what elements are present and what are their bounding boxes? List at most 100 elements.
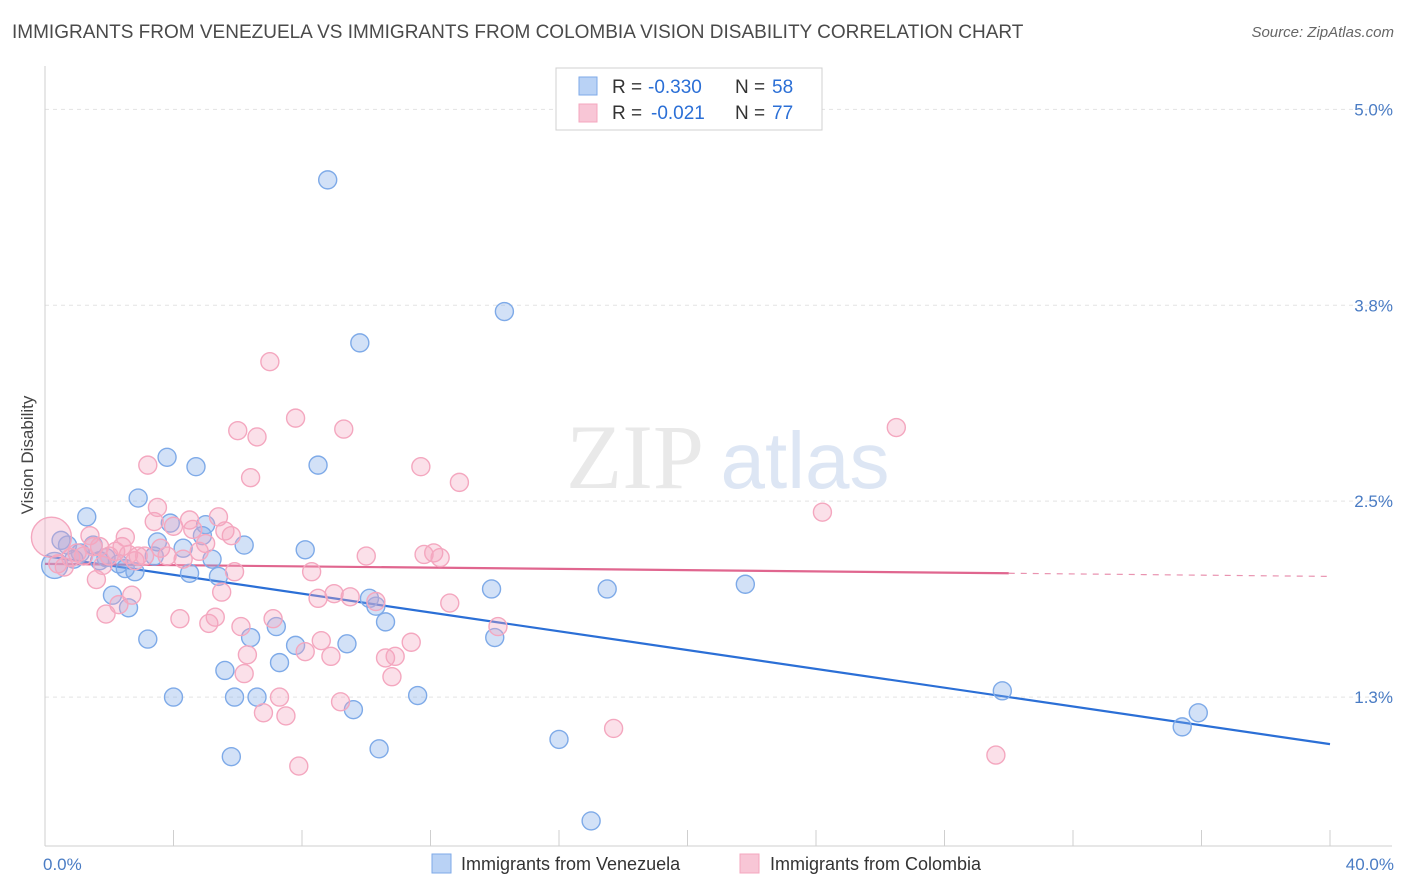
point-colombia-56 [308,588,328,609]
point-venezuela-48 [481,579,502,599]
point-venezuela-39 [318,170,338,190]
point-colombia-69 [411,457,431,477]
point-colombia-55 [301,562,322,582]
point-venezuela-22 [179,563,200,583]
point-colombia-26 [157,546,177,566]
point-colombia-10 [93,555,113,576]
bottom-legend-swatch-colombia [739,853,760,874]
point-colombia-76 [603,718,624,739]
point-colombia-54 [295,641,315,662]
point-colombia-70 [414,544,434,565]
tick-labels: 5.0% 3.8% 2.5% 1.3% 0.0% 40.0% [43,100,1394,874]
legend-n-label-colombia: N = [735,103,765,124]
svg-text:ZIP: ZIP [566,406,704,508]
point-colombia-67 [385,646,405,667]
point-colombia-41 [228,420,248,441]
legend-r-label-colombia: R = [612,103,642,124]
point-colombia-66 [382,667,402,687]
y-tick-label-0: 5.0% [1354,100,1393,119]
point-venezuela-9 [102,585,123,605]
point-venezuela-38 [308,455,328,475]
point-colombia-62 [340,587,360,607]
legend-r-label-venezuela: R = [612,77,642,98]
point-colombia-44 [237,645,258,665]
legend-swatch-colombia [578,103,598,123]
point-venezuela-13 [125,562,145,582]
point-venezuela-45 [369,739,389,759]
point-venezuela-35 [269,652,290,673]
point-venezuela-27 [208,566,229,587]
chart-title: IMMIGRANTS FROM VENEZUELA VS IMMIGRANTS … [12,22,1024,43]
point-colombia-27 [163,516,184,536]
point-colombia-53 [289,756,309,776]
point-venezuela-15 [138,629,158,649]
point-colombia-22 [138,455,158,475]
point-colombia-21 [134,546,155,566]
point-colombia-7 [83,536,103,557]
trend-line-extension-colombia [1008,572,1331,578]
point-venezuela-5 [77,507,97,527]
point-venezuela-52 [581,811,601,831]
point-colombia-47 [253,703,274,723]
legend-n-label-venezuela: N = [735,77,765,98]
point-venezuela-30 [224,687,245,707]
point-venezuela-37 [295,540,315,560]
legend-n-value-colombia: 77 [772,103,793,124]
point-colombia-20 [128,546,148,566]
point-venezuela-57 [1188,703,1208,723]
point-colombia-28 [170,609,190,629]
point-colombia-43 [234,663,254,684]
point-colombia-39 [221,525,242,546]
point-colombia-79 [986,745,1006,765]
point-venezuela-46 [375,612,396,632]
point-colombia-59 [324,583,344,604]
point-colombia-57 [311,630,331,651]
point-venezuela-55 [992,681,1013,701]
legend-r-value-venezuela: -0.330 [648,77,702,98]
y-tick-label-2: 2.5% [1354,492,1393,511]
point-colombia-51 [276,706,296,726]
point-colombia-46 [247,427,267,447]
point-venezuela-51 [549,729,569,750]
legend-n-value-venezuela: 58 [772,77,793,98]
point-venezuela-40 [337,634,357,654]
axes [44,66,1392,847]
point-venezuela-36 [285,635,306,656]
legend-r-value-colombia: -0.021 [651,103,705,124]
point-colombia-73 [440,593,460,613]
point-colombia-33 [195,533,216,554]
point-colombia-6 [80,525,100,546]
point-colombia-77 [812,502,833,522]
point-colombia-65 [375,648,396,668]
point-colombia-64 [366,591,386,612]
chart-source: Source: ZipAtlas.com [1251,24,1394,41]
point-colombia-31 [183,519,203,540]
point-colombia-16 [115,527,136,547]
point-venezuela-23 [186,457,206,477]
point-colombia-50 [269,687,290,707]
point-colombia-42 [231,616,251,637]
trend-line-venezuela [44,554,1331,746]
point-colombia-36 [208,507,229,527]
point-venezuela-18 [157,447,177,467]
series-legend: Immigrants from Venezuela Immigrants fro… [431,853,982,874]
bottom-legend-swatch-venezuela [431,853,452,874]
point-venezuela-53 [597,579,617,599]
x-tick-label-1: 40.0% [1346,855,1394,874]
point-colombia-49 [263,609,283,629]
point-colombia-52 [285,408,306,428]
point-venezuela-44 [366,596,386,616]
legend-swatch-venezuela [578,76,598,96]
point-venezuela-21 [173,538,193,558]
point-colombia-18 [122,585,142,605]
point-colombia-2 [54,557,74,577]
point-colombia-63 [356,546,376,566]
point-colombia-29 [173,549,193,569]
svg-text:atlas: atlas [721,416,890,505]
point-venezuela-14 [128,488,148,508]
point-venezuela-47 [407,685,428,706]
point-colombia-61 [334,419,354,439]
point-colombia-48 [260,351,280,372]
point-venezuela-50 [494,301,515,322]
point-colombia-74 [449,472,470,493]
